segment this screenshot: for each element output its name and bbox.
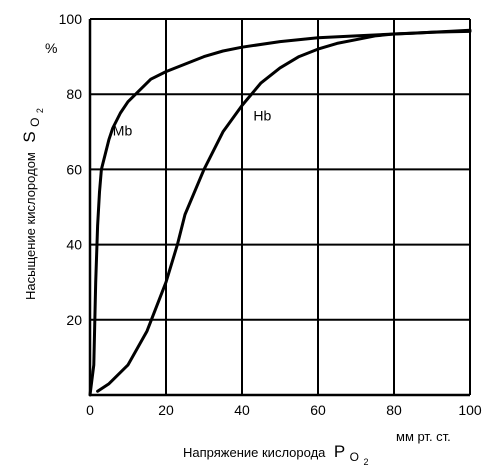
y-axis-label: Насыщение кислородом S O 2 [20, 108, 45, 300]
y-tick-label-100: 100 [59, 11, 83, 27]
y-axis-label-text: Насыщение кислородом [23, 152, 38, 300]
series-label-mb: Mb [113, 123, 133, 139]
series-label-hb: Hb [253, 108, 271, 124]
y-axis-subscript: O [28, 118, 42, 127]
x-axis-label: Напряжение кислорода P O 2 [183, 442, 368, 467]
x-tick-label-40: 40 [234, 402, 250, 418]
y-tick-label-40: 40 [66, 237, 82, 253]
x-tick-label-100: 100 [458, 402, 482, 418]
curve-labels: Mb Hb [113, 108, 272, 139]
axes [88, 19, 470, 397]
x-tick-label-80: 80 [386, 402, 402, 418]
x-axis-subscript: O [350, 450, 359, 464]
x-tick-label-0: 0 [86, 402, 94, 418]
y-tick-labels: 20 40 60 80 100 [59, 11, 83, 328]
series-lines [88, 28, 472, 397]
x-tick-labels: 0 20 40 60 80 100 [86, 402, 482, 418]
x-unit: мм рт. ст. [396, 429, 451, 444]
series-line-hb [96, 29, 472, 393]
x-tick-label-20: 20 [158, 402, 174, 418]
grid [89, 18, 471, 395]
y-tick-label-80: 80 [66, 86, 82, 102]
y-axis-symbol: S [20, 131, 39, 142]
x-tick-label-60: 60 [310, 402, 326, 418]
y-unit: % [45, 40, 57, 56]
x-axis-subscript-index: 2 [363, 457, 368, 467]
x-axis-label-text: Напряжение кислорода [183, 445, 326, 460]
y-tick-label-60: 60 [66, 161, 82, 177]
y-tick-label-20: 20 [66, 312, 82, 328]
series-line-mb [88, 28, 472, 397]
x-axis-symbol: P [334, 442, 345, 461]
y-axis-subscript-index: 2 [35, 108, 45, 113]
